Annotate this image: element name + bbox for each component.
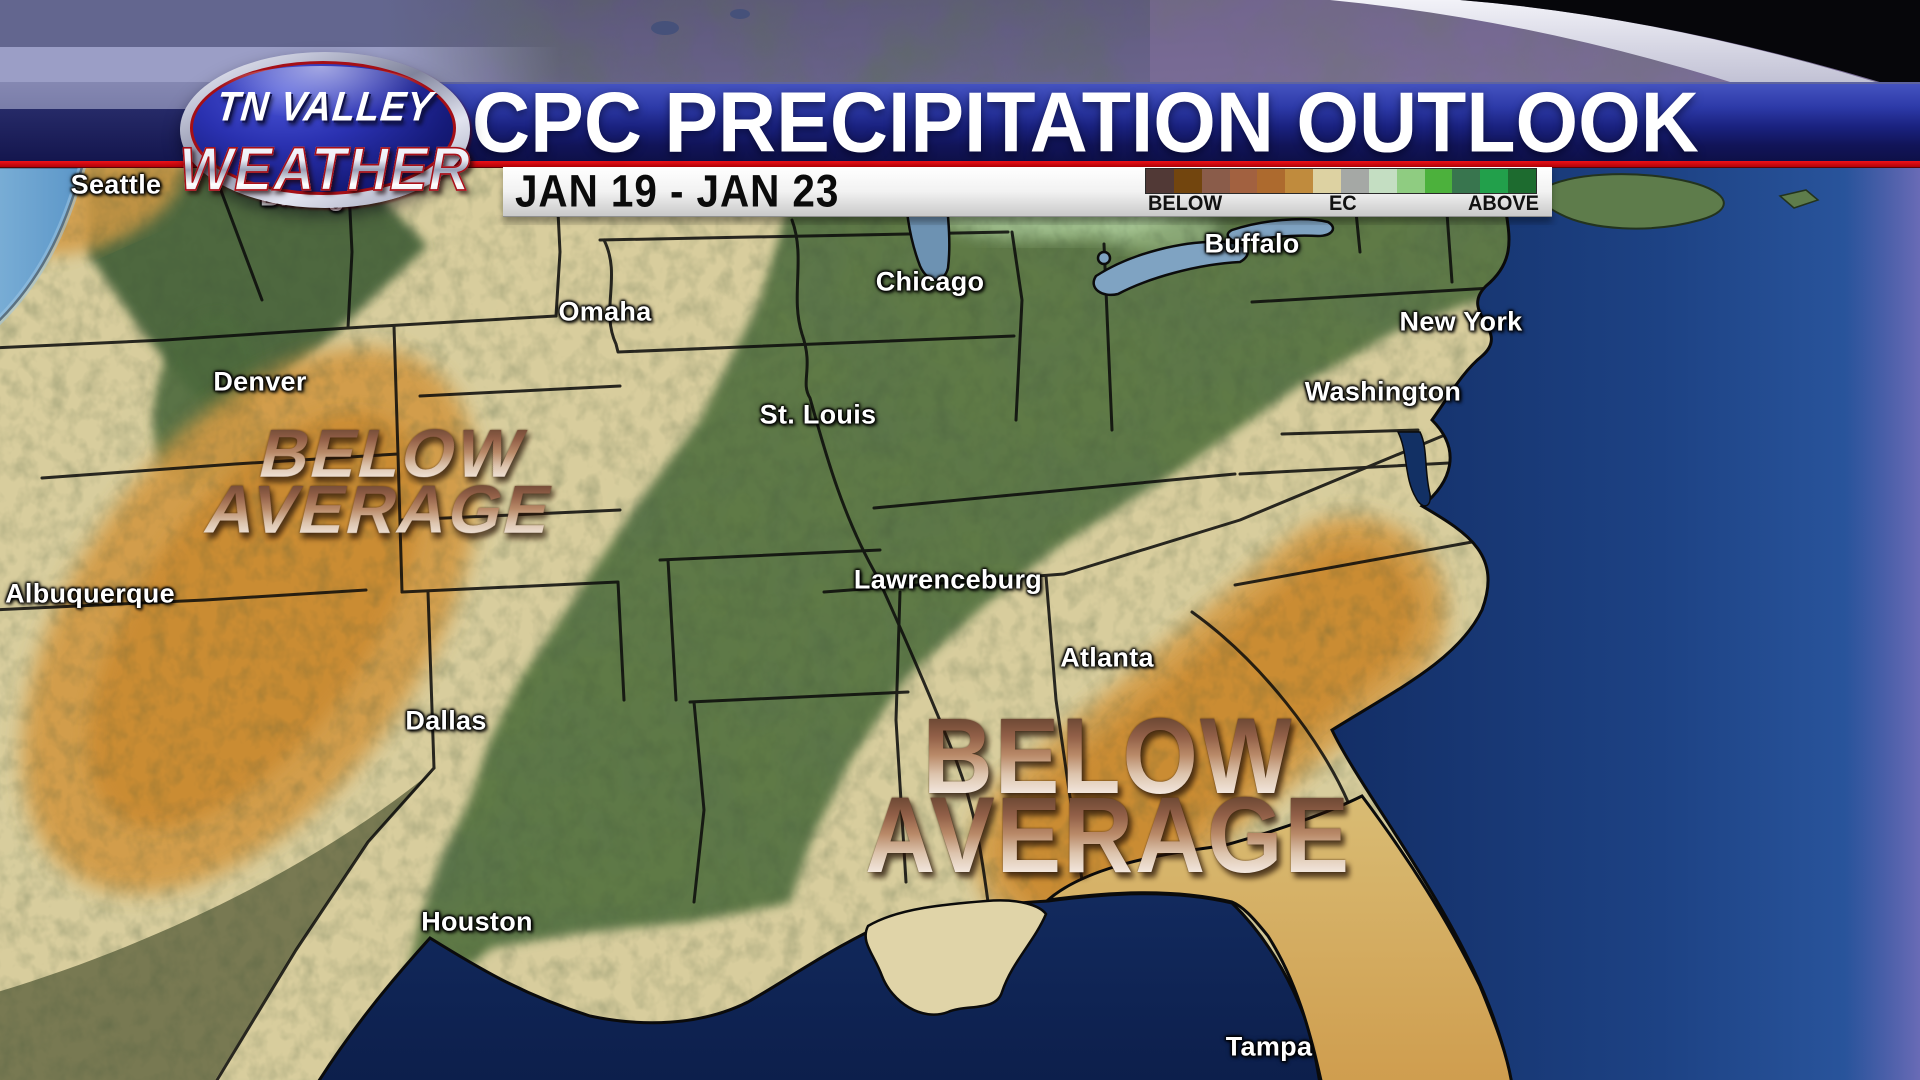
legend-swatch	[1341, 169, 1369, 193]
legend-swatch	[1173, 169, 1202, 193]
legend-swatch	[1146, 169, 1174, 193]
below-average-se-line2: AVERAGE	[864, 774, 1352, 895]
title-bar	[378, 82, 1920, 161]
city-label: Albuquerque	[5, 578, 175, 609]
legend-swatch	[1201, 169, 1230, 193]
station-logo: TN VALLEY WEATHER	[168, 38, 482, 220]
legend-swatch	[1368, 169, 1397, 193]
legend-ec-label: EC	[1329, 192, 1357, 215]
city-label: Buffalo	[1204, 228, 1300, 259]
city-label: Tampa	[1225, 1031, 1313, 1062]
logo-gloss	[216, 66, 426, 118]
legend-swatch	[1396, 169, 1425, 193]
legend-swatch	[1508, 169, 1537, 193]
legend-color-scale	[1145, 168, 1537, 194]
florida-peninsula	[1043, 794, 1513, 1080]
atlantic-ocean	[1330, 167, 1920, 1080]
city-label: Lawrenceburg	[853, 564, 1043, 595]
louisiana-delta	[864, 899, 1048, 1016]
legend-swatch	[1229, 169, 1258, 193]
legend-above-label: ABOVE	[1468, 192, 1539, 215]
legend-swatch	[1257, 169, 1286, 193]
below-average-label-west: BELOW AVERAGE	[198, 416, 571, 548]
logo-text-tn-valley: TN VALLEY	[214, 83, 436, 130]
globe-edge-glow	[1845, 167, 1920, 1080]
legend-swatch	[1424, 169, 1453, 193]
city-label: Omaha	[558, 296, 652, 327]
logo-text-weather: WEATHER	[151, 133, 500, 205]
space-horizon	[0, 0, 1920, 150]
page-title: CPC PRECIPITATION OUTLOOK	[472, 74, 1699, 170]
city-label: Denver	[213, 366, 307, 397]
below-average-label-southeast: BELOW AVERAGE	[864, 702, 1352, 895]
below-average-west-line2: AVERAGE	[198, 472, 561, 548]
city-label: Chicago	[875, 266, 985, 297]
chesapeake-bay	[1396, 431, 1431, 507]
legend-below-label: BELOW	[1148, 192, 1223, 215]
city-label: Washington	[1304, 376, 1462, 407]
city-label: Atlanta	[1060, 642, 1154, 673]
legend-swatch	[1285, 169, 1314, 193]
city-label: Houston	[421, 906, 533, 937]
city-label: Dallas	[405, 705, 487, 736]
below-average-se-line1: BELOW	[865, 702, 1351, 810]
date-range: JAN 19 - JAN 23	[515, 166, 840, 217]
legend-swatch	[1452, 169, 1481, 193]
city-label: New York	[1399, 306, 1523, 337]
nova-scotia	[1539, 173, 1725, 230]
city-label: Seattle	[70, 169, 162, 200]
legend-swatch	[1480, 169, 1509, 193]
city-label: St. Louis	[759, 399, 877, 430]
legend-swatch	[1313, 169, 1342, 193]
